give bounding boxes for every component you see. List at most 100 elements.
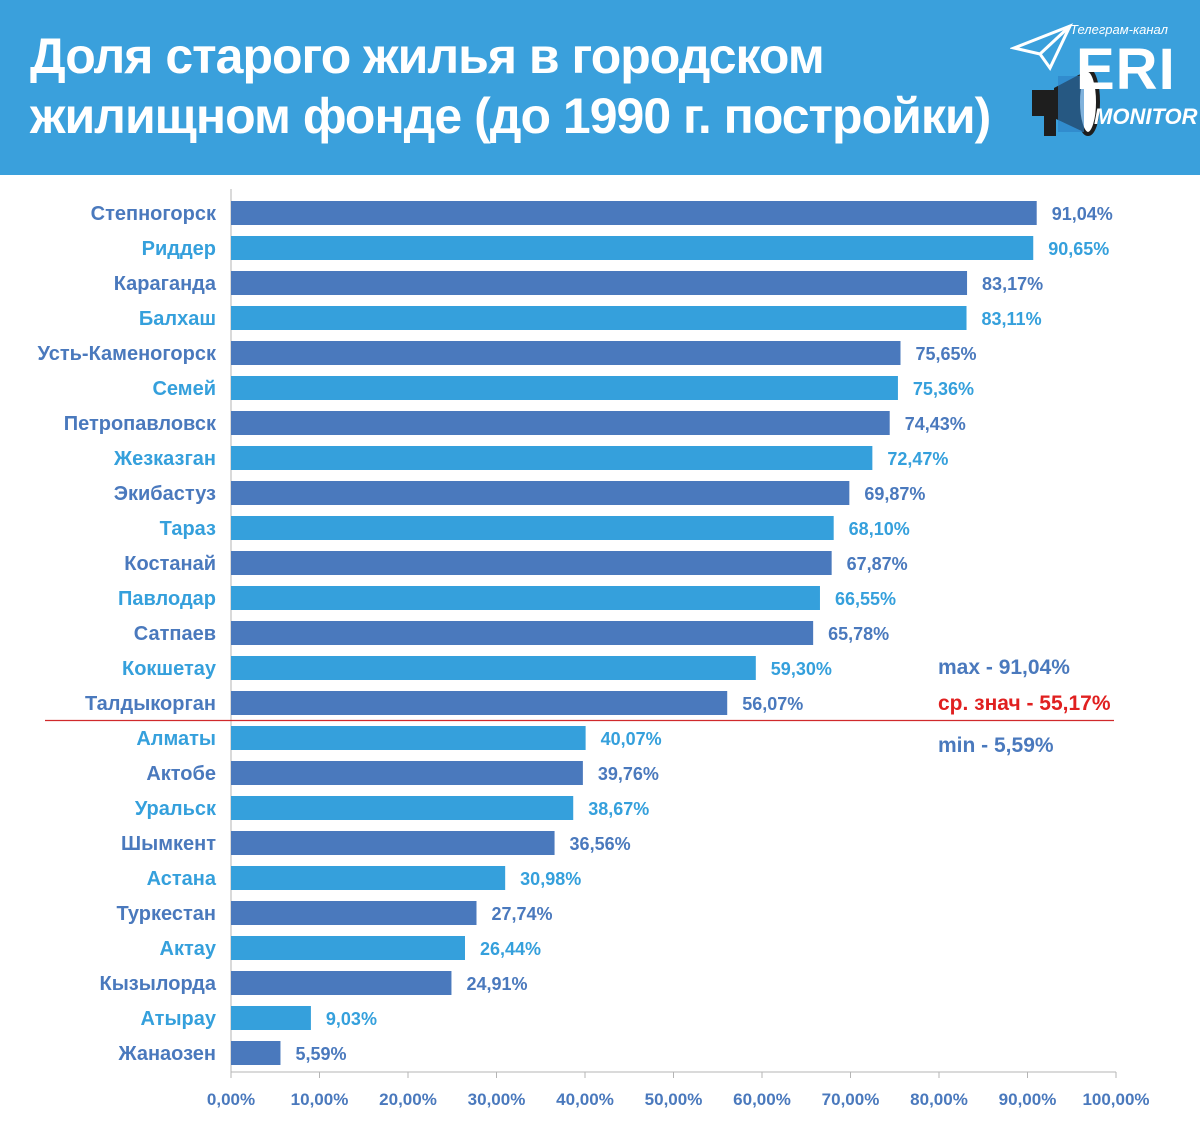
data-label: 83,11%: [982, 309, 1042, 329]
x-tick-label: 100,00%: [1082, 1090, 1149, 1109]
logo-graphic: [1010, 23, 1100, 136]
data-label: 72,47%: [887, 449, 948, 469]
category-label: Туркестан: [116, 903, 216, 925]
max-stat: max - 91,04%: [938, 656, 1070, 679]
logo-caption: Телеграм-канал: [1070, 22, 1168, 37]
category-label: Сатпаев: [134, 623, 216, 645]
data-label: 5,59%: [295, 1044, 346, 1064]
data-label: 39,76%: [598, 764, 659, 784]
bar: [231, 201, 1037, 225]
category-label: Кызылорда: [99, 973, 216, 995]
data-label: 90,65%: [1048, 239, 1109, 259]
bar: [231, 1041, 281, 1065]
eri-monitor-logo: Телеграм-канал ERI MONITOR: [1010, 18, 1197, 158]
logo-subtitle: MONITOR: [1094, 104, 1198, 129]
data-label: 66,55%: [835, 589, 896, 609]
data-label: 56,07%: [742, 694, 803, 714]
bar: [231, 866, 506, 890]
min-stat: min - 5,59%: [938, 734, 1054, 757]
category-label: Степногорск: [91, 203, 217, 225]
bar: [231, 236, 1034, 260]
category-label: Семей: [152, 378, 216, 400]
category-label: Риддер: [142, 238, 216, 260]
category-label: Актау: [160, 938, 217, 960]
data-label: 68,10%: [849, 519, 910, 539]
x-tick-label: 0,00%: [207, 1090, 255, 1109]
bar: [231, 341, 901, 365]
bar-chart: Степногорск 91,04% Риддер 90,65% Караганда 83…: [38, 189, 1150, 1109]
category-label: Тараз: [160, 518, 216, 540]
category-label: Кокшетау: [122, 658, 217, 680]
bar: [231, 306, 967, 330]
category-label: Жанаозен: [118, 1043, 216, 1065]
category-label: Костанай: [124, 553, 216, 575]
bar: [231, 481, 850, 505]
x-tick-label: 90,00%: [999, 1090, 1057, 1109]
x-tick-label: 20,00%: [379, 1090, 437, 1109]
data-label: 75,36%: [913, 379, 974, 399]
chart-header: Доля старого жилья в городском жилищном …: [0, 0, 1200, 175]
title-line-1: Доля старого жилья в городском: [30, 28, 825, 84]
title-line-2: жилищном фонде (до 1990 г. постройки): [30, 88, 991, 144]
bar: [231, 901, 477, 925]
x-tick-label: 60,00%: [733, 1090, 791, 1109]
data-label: 65,78%: [828, 624, 889, 644]
bar: [231, 796, 574, 820]
bar: [231, 936, 465, 960]
bar: [231, 621, 814, 645]
data-label: 9,03%: [326, 1009, 377, 1029]
bar: [231, 446, 873, 470]
data-label: 40,07%: [601, 729, 662, 749]
data-label: 26,44%: [480, 939, 541, 959]
chart-title: Доля старого жилья в городском жилищном …: [30, 26, 1010, 146]
megaphone-icon: [1032, 68, 1100, 136]
data-label: 24,91%: [466, 974, 527, 994]
category-label: Петропавловск: [64, 413, 217, 435]
category-label: Астана: [147, 868, 217, 890]
data-label: 74,43%: [905, 414, 966, 434]
data-label: 91,04%: [1052, 204, 1113, 224]
data-label: 59,30%: [771, 659, 832, 679]
bar: [231, 726, 586, 750]
category-label: Талдыкорган: [85, 693, 216, 715]
bar: [231, 516, 834, 540]
category-label: Усть-Каменогорск: [38, 343, 217, 365]
bar: [231, 551, 832, 575]
data-label: 30,98%: [520, 869, 581, 889]
category-label: Уральск: [135, 798, 217, 820]
bar: [231, 971, 452, 995]
data-label: 27,74%: [491, 904, 552, 924]
category-label: Павлодар: [118, 588, 216, 610]
data-label: 36,56%: [570, 834, 631, 854]
bar: [231, 691, 728, 715]
x-tick-label: 30,00%: [468, 1090, 526, 1109]
category-label: Караганда: [114, 273, 217, 295]
x-tick-label: 40,00%: [556, 1090, 614, 1109]
data-label: 83,17%: [982, 274, 1043, 294]
x-tick-label: 80,00%: [910, 1090, 968, 1109]
data-label: 75,65%: [916, 344, 977, 364]
average-stat: ср. знач - 55,17%: [938, 692, 1111, 715]
x-tick-label: 50,00%: [645, 1090, 703, 1109]
bar: [231, 831, 555, 855]
bar: [231, 376, 898, 400]
logo-wordmark: ERI: [1076, 37, 1176, 102]
bar: [231, 761, 583, 785]
category-label: Жезказган: [113, 448, 216, 470]
bar: [231, 656, 756, 680]
category-label: Алматы: [136, 728, 216, 750]
x-tick-label: 70,00%: [822, 1090, 880, 1109]
telegram-plane-icon: [1010, 23, 1073, 71]
x-tick-label: 10,00%: [291, 1090, 349, 1109]
category-label: Экибастуз: [114, 483, 216, 505]
category-label: Актобе: [146, 763, 216, 785]
bar: [231, 411, 890, 435]
bar: [231, 271, 968, 295]
category-label: Шымкент: [121, 833, 216, 855]
category-label: Атырау: [140, 1008, 216, 1030]
bar: [231, 1006, 311, 1030]
data-label: 69,87%: [864, 484, 925, 504]
category-label: Балхаш: [139, 308, 216, 330]
data-label: 38,67%: [588, 799, 649, 819]
bar: [231, 586, 820, 610]
